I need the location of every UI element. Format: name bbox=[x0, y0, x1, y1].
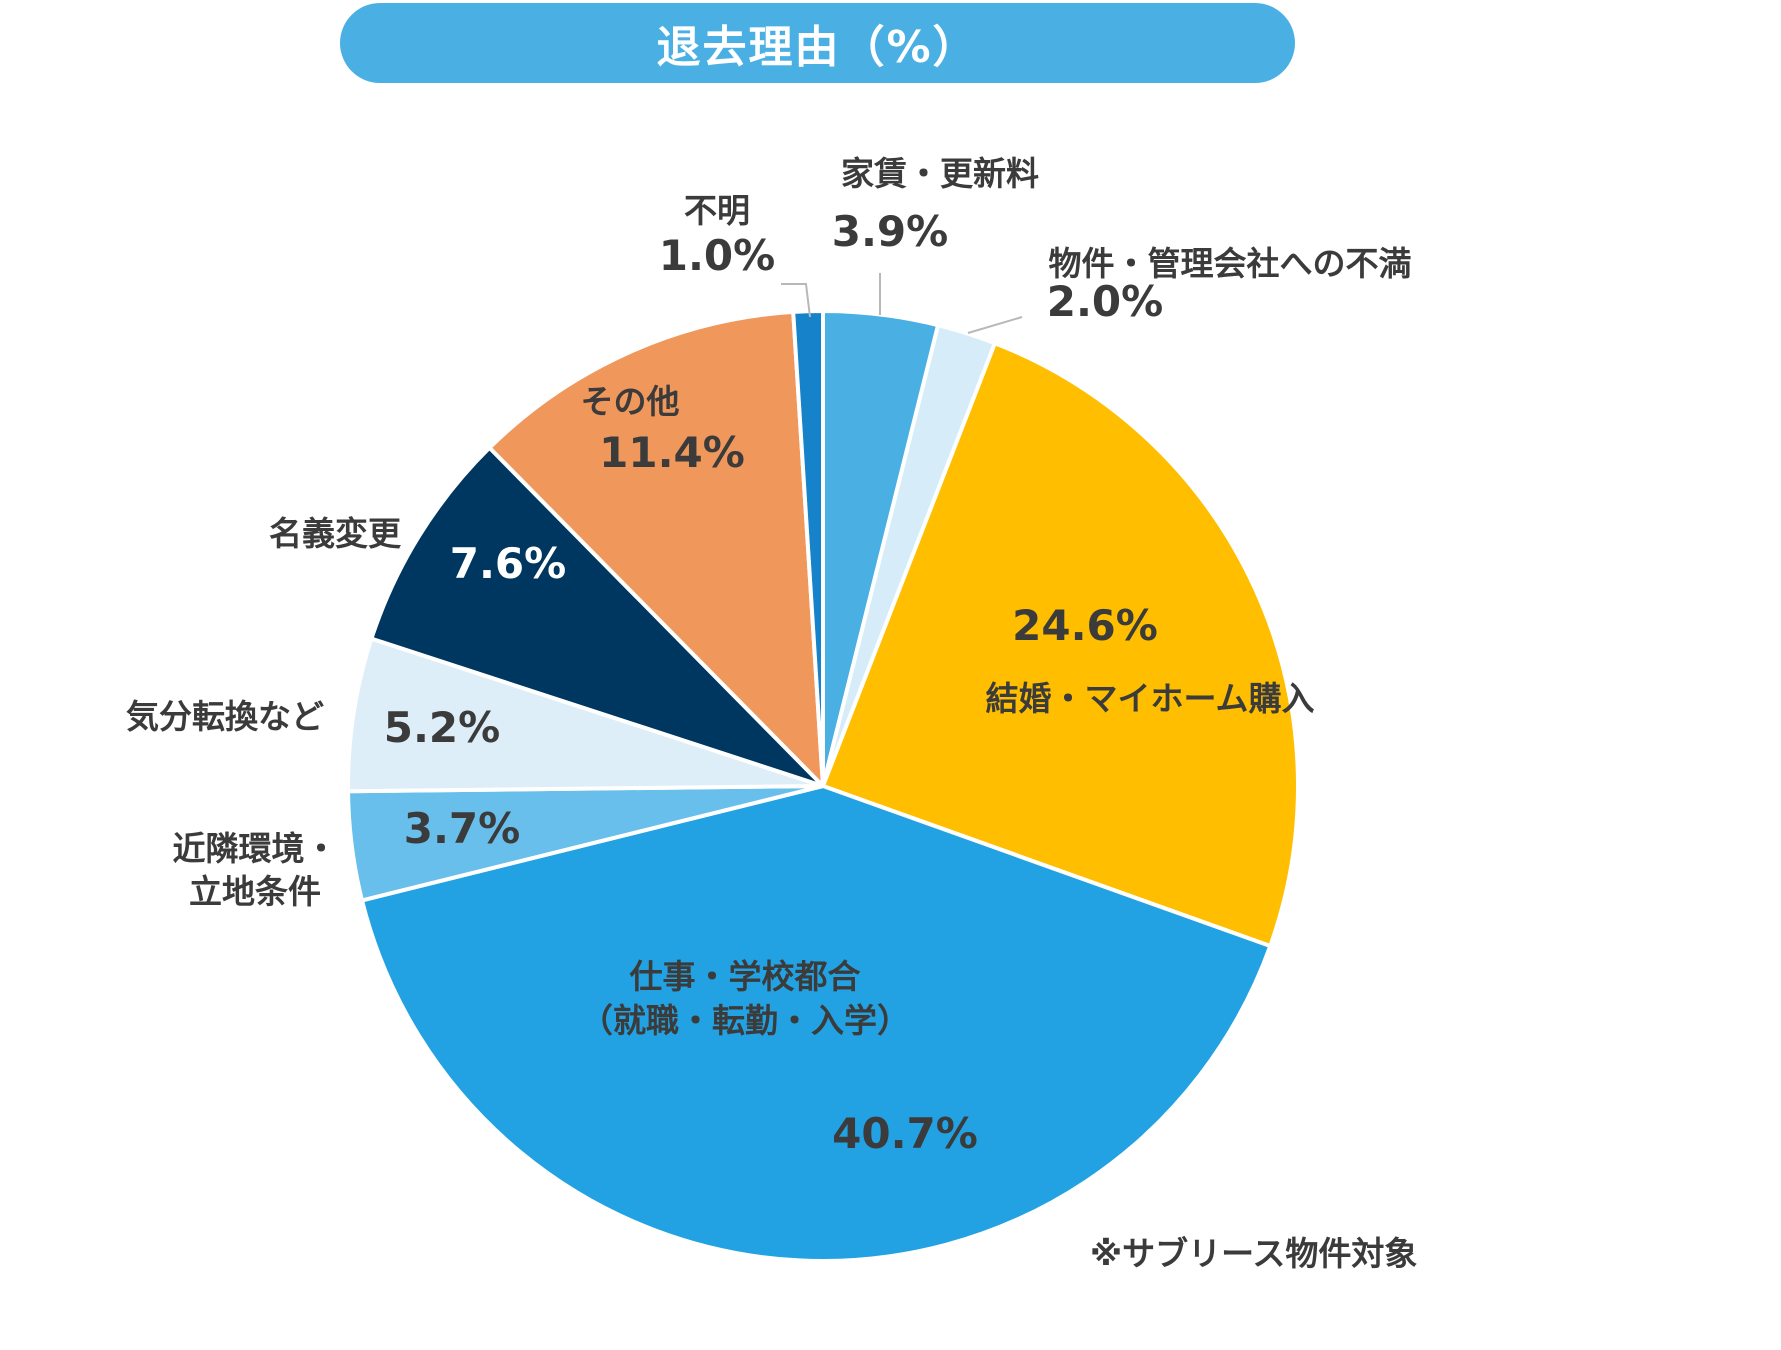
slice-value-label: 24.6% bbox=[1012, 601, 1158, 650]
pie-slice bbox=[487, 309, 825, 788]
chart-title-banner: 退去理由（%） bbox=[340, 3, 1295, 83]
slice-name-label: （就職・転勤・入学） bbox=[580, 1001, 910, 1040]
leader-line bbox=[967, 316, 1023, 334]
chart-title: 退去理由（%） bbox=[656, 22, 979, 73]
slice-name-label: 物件・管理会社への不満 bbox=[1049, 244, 1412, 283]
pie-slice bbox=[346, 636, 825, 794]
slice-name-label: 気分転換など bbox=[126, 697, 324, 736]
pie-slice bbox=[791, 309, 825, 788]
footnote: ※サブリース物件対象 bbox=[1090, 1234, 1417, 1273]
leader-line bbox=[781, 283, 811, 318]
leader-lines bbox=[781, 273, 1023, 334]
slice-name-label: 不明 bbox=[684, 191, 750, 230]
pie-slices bbox=[346, 309, 1300, 1263]
slice-name-label: 家賃・更新料 bbox=[841, 154, 1039, 193]
slice-value-label: 1.0% bbox=[659, 231, 775, 280]
slice-name-label: 近隣環境・ bbox=[173, 829, 338, 868]
slice-value-label: 40.7% bbox=[832, 1109, 978, 1158]
pie-slice bbox=[369, 445, 825, 788]
pie-slice bbox=[821, 341, 1300, 949]
slice-name-label: 立地条件 bbox=[189, 872, 321, 911]
slice-value-label: 3.7% bbox=[404, 804, 520, 853]
slice-name-label: 仕事・学校都合 bbox=[630, 957, 861, 996]
slice-value-label: 3.9% bbox=[832, 207, 948, 256]
slice-value-label: 11.4% bbox=[599, 428, 745, 477]
slice-value-label: 2.0% bbox=[1047, 277, 1163, 326]
pie-slice bbox=[359, 784, 1273, 1263]
slice-name-label: 結婚・マイホーム購入 bbox=[985, 679, 1314, 718]
slice-name-label: 名義変更 bbox=[269, 514, 402, 553]
slice-value-label: 7.6% bbox=[450, 539, 566, 588]
slice-value-label: 5.2% bbox=[384, 703, 500, 752]
slice-name-label: その他 bbox=[581, 382, 680, 421]
